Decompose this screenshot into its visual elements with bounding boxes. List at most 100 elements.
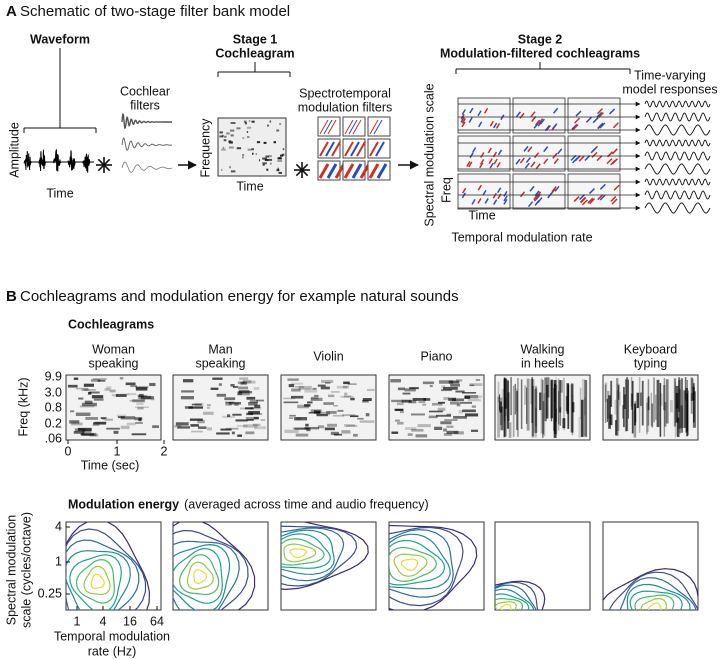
cochleagram-streak — [181, 390, 195, 393]
rule — [471, 199, 476, 205]
rule — [599, 122, 606, 129]
cochleagram-streak — [92, 423, 100, 426]
rule — [503, 195, 508, 202]
cochleagram-streak — [230, 384, 235, 387]
cochleagram-streak — [85, 416, 99, 420]
cochleagram-streak — [93, 422, 107, 425]
cochleagram-streak — [543, 393, 546, 437]
contour — [609, 571, 698, 610]
rule — [553, 158, 559, 165]
cochleagram-streak — [81, 388, 89, 392]
energy-panel — [494, 521, 591, 611]
cochleagram-streak — [84, 400, 93, 404]
rule — [535, 163, 541, 170]
contour — [634, 594, 675, 610]
cochleagram-streak — [243, 120, 247, 123]
waveform-glyph — [121, 137, 173, 151]
cochleagram-streak — [663, 385, 666, 411]
cochleagram-streak — [686, 379, 688, 430]
cochleagram-streak — [365, 413, 370, 417]
rule — [319, 119, 329, 135]
cochleagram-streak — [456, 379, 463, 382]
cochleagram-streak — [231, 431, 235, 435]
cochleagram-streak — [73, 431, 85, 434]
cochleagram-streak — [67, 384, 78, 388]
x-tick-label: 0 — [65, 444, 72, 458]
cochleagram-streak — [262, 157, 267, 160]
label: Stage 1 — [233, 32, 278, 46]
cochleagram-streak — [104, 388, 110, 391]
rule — [482, 189, 487, 196]
cochleagram-streak — [206, 407, 211, 409]
cochleagram-streak — [397, 421, 404, 425]
cochleagram-streak — [237, 391, 243, 396]
cochleagram-streak — [580, 399, 584, 437]
waveform-glyph — [644, 124, 711, 136]
cochleagram-streak — [184, 406, 193, 409]
cochleagram-streak — [317, 384, 326, 387]
cochleagram-streak — [428, 415, 438, 419]
rule — [535, 119, 541, 126]
cochleagram-streak — [604, 384, 607, 424]
rule — [376, 163, 388, 179]
cochleagram-streak — [198, 426, 207, 429]
cochleagram-streak — [362, 400, 369, 403]
cochleagram-streak — [446, 430, 459, 434]
cochleagram-streak — [443, 397, 449, 401]
cochleagram-streak — [83, 383, 94, 387]
contour — [281, 533, 331, 569]
cochleagram-streak — [236, 147, 242, 150]
cochleagram-streak — [279, 154, 284, 157]
rule — [535, 191, 542, 198]
rule — [571, 123, 578, 130]
label: Cochlear — [120, 84, 170, 98]
rule — [597, 194, 604, 201]
cochleagram-streak — [218, 383, 222, 386]
cochleagram-streak — [225, 402, 232, 406]
cochleagram-streak — [182, 379, 194, 383]
cochleagram-streak — [659, 383, 662, 437]
cochleagram-streak — [452, 398, 465, 402]
cochleagram-streak — [294, 417, 308, 421]
cochleagram-streak — [226, 132, 230, 135]
cochleagram-streak — [627, 379, 629, 419]
rule — [519, 157, 525, 164]
rule — [368, 163, 380, 179]
cochleagram-streak — [504, 397, 507, 416]
cochleagram-streak — [407, 433, 413, 436]
rule — [495, 123, 501, 129]
cochleagram-streak — [467, 398, 481, 402]
cochleagram-streak — [113, 430, 119, 434]
cochleagram-streak — [253, 416, 259, 420]
cochleagram-streak — [116, 393, 129, 396]
contour — [495, 581, 539, 610]
label: rate (Hz) — [88, 644, 137, 658]
cochleagram-streak — [256, 141, 261, 144]
rule — [318, 163, 330, 179]
rule — [497, 149, 503, 156]
cochleagram-streak — [471, 405, 476, 408]
cochleagram-streak — [79, 405, 95, 408]
cochleagram-streak — [639, 392, 642, 407]
cochleagram-streak — [544, 377, 547, 422]
cochleagram-streak — [390, 379, 401, 383]
rule — [469, 107, 474, 114]
cochleagram-streak — [333, 404, 338, 407]
rule — [350, 141, 360, 157]
cochleagram-streak — [404, 388, 416, 392]
contour — [389, 526, 464, 607]
cochleagram-streak — [127, 393, 137, 396]
cochleagram-streak — [330, 431, 339, 435]
cochleagram-streak — [550, 380, 553, 422]
cochleagram-streak — [344, 424, 355, 427]
cochleagram-streak — [279, 123, 282, 126]
rule — [585, 116, 592, 123]
cochleagram-streak — [266, 124, 270, 127]
cochleagram-streak — [276, 129, 280, 132]
cochleagram-streak — [320, 379, 334, 383]
cochleagram — [217, 117, 287, 177]
label: Temporal modulation rate — [451, 230, 592, 244]
cochleagram-streak — [469, 384, 475, 387]
cochleagram-streak — [305, 423, 309, 427]
rule — [573, 196, 580, 203]
